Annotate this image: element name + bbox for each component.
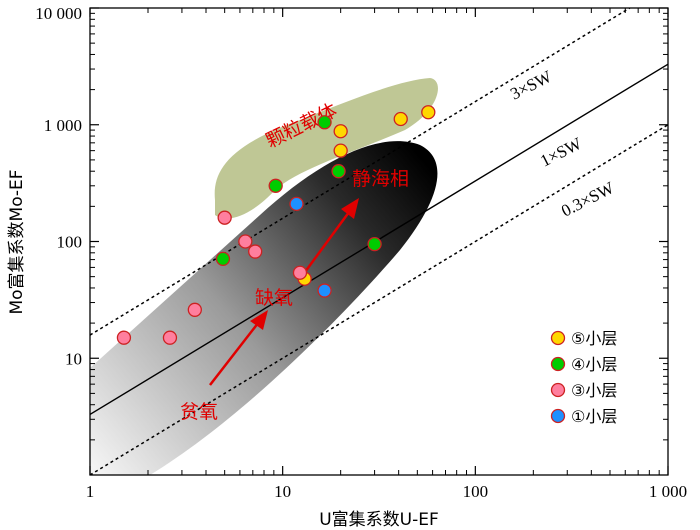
- data-point: [187, 302, 202, 317]
- legend-marker: [550, 408, 566, 424]
- data-point: [215, 251, 231, 267]
- y-tick-label: 1 000: [44, 116, 82, 135]
- y-axis-title: Mo富集系数Mo-EF: [7, 169, 27, 314]
- data-point: [317, 115, 332, 130]
- legend-marker: [550, 330, 566, 346]
- arrow-head-suboxic: [250, 310, 268, 330]
- data-point: [116, 330, 132, 345]
- reference-line-2: [90, 124, 668, 475]
- y-tick-label: 10: [65, 349, 82, 368]
- data-point: [333, 124, 348, 139]
- data-point: [268, 178, 283, 193]
- data-point: [331, 164, 346, 179]
- reference-line-0: [90, 8, 632, 336]
- euxinic-field: [90, 141, 438, 475]
- data-point: [248, 244, 263, 259]
- label-anoxic: 缺氧: [255, 287, 293, 309]
- legend-label: ①小层: [571, 407, 617, 426]
- data-point: [317, 283, 332, 298]
- line-label-3sw: 3×SW: [507, 66, 555, 103]
- line-label-03sw: 0.3×SW: [558, 178, 618, 221]
- x-tick-label: 10: [274, 482, 291, 501]
- legend-marker: [550, 356, 566, 372]
- data-point: [421, 105, 436, 120]
- data-point: [393, 111, 408, 127]
- data-point: [162, 330, 178, 345]
- y-tick-label: 10 000: [35, 4, 82, 23]
- label-suboxic: 贫氧: [180, 401, 218, 423]
- axis-ticks: 1 10 100 1 000 10 100 1 000 10 000: [35, 4, 687, 501]
- legend: ⑤小层 ④小层 ③小层 ①小层: [550, 329, 617, 426]
- legend-marker: [550, 382, 566, 398]
- data-point: [333, 143, 348, 158]
- x-tick-label: 100: [463, 482, 489, 501]
- data-point: [217, 210, 232, 225]
- y-tick-label: 100: [57, 233, 83, 252]
- x-axis-title: U富集系数U-EF: [319, 510, 439, 530]
- data-point: [289, 196, 304, 212]
- data-point: [238, 234, 253, 249]
- legend-label: ③小层: [571, 381, 617, 400]
- data-point: [292, 265, 308, 280]
- x-tick-label: 1 000: [649, 482, 687, 501]
- legend-label: ④小层: [571, 355, 617, 374]
- legend-label: ⑤小层: [571, 329, 617, 348]
- data-point: [367, 236, 382, 252]
- arrow-anoxic: [303, 207, 354, 273]
- arrow-suboxic: [209, 317, 263, 386]
- data-points: [116, 105, 436, 345]
- arrow-head-anoxic: [341, 198, 359, 219]
- x-tick-label: 1: [86, 482, 95, 501]
- label-euxinic: 静海相: [352, 168, 409, 190]
